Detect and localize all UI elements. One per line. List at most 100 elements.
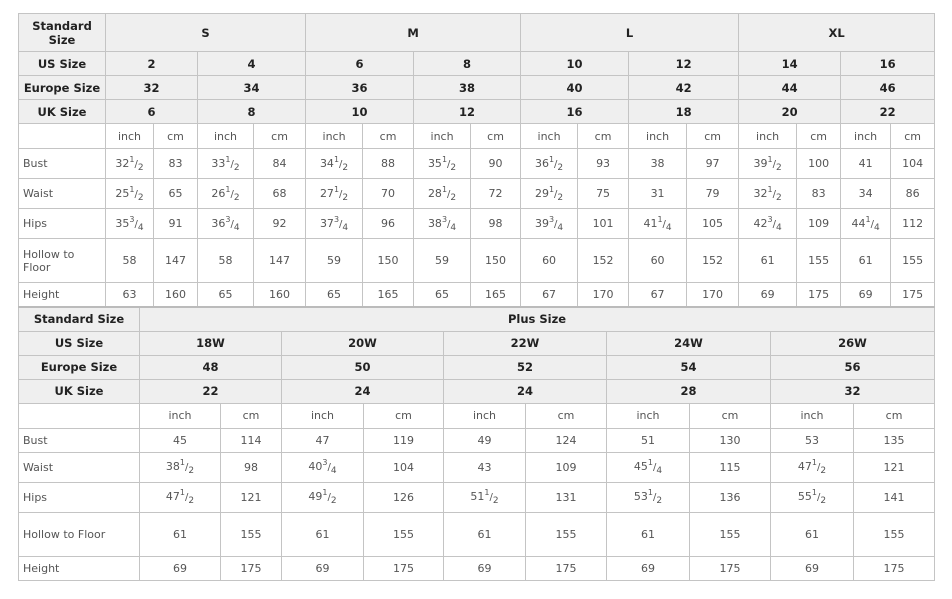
cm-value: 98 [220,451,282,483]
us-size-value: 16 [840,51,936,76]
inch-value: 60 [520,238,579,283]
europe-size-value: 42 [628,75,740,100]
cm-value: 105 [686,208,740,239]
fraction-value: 511/2 [470,488,499,506]
fraction-value: 321/2 [753,184,782,203]
uk-size-value: 16 [520,99,630,124]
cm-value: 68 [252,178,307,209]
us-size-value: 18W [139,330,282,356]
inch-value: 511/2 [443,481,526,513]
inch-value: 45 [139,427,221,453]
inch-value: 383/4 [413,208,472,239]
inch-value: 491/2 [281,481,364,513]
unit-cm: cm [362,123,415,149]
cm-value: 135 [852,427,936,453]
measurement-row-height: Height 69 175 69 175 69 175 69 175 69 175 [18,555,936,581]
cm-value: 93 [577,148,630,179]
standard-size-label: Standard Size [18,13,106,52]
inch-value: 34 [840,178,892,209]
inch-value: 321/2 [738,178,798,209]
unit-inch: inch [738,123,798,149]
empty-cell [18,402,140,429]
inch-value: 393/4 [520,208,579,239]
inch-value: 291/2 [520,178,579,209]
measurement-label: Height [18,555,140,581]
fraction-value: 353/4 [115,214,144,233]
size-group-xl: XL [738,13,936,52]
inch-value: 373/4 [305,208,364,239]
europe-size-value: 56 [769,354,936,380]
inch-value: 59 [413,238,472,283]
unit-cm: cm [852,402,936,429]
unit-cm: cm [525,402,607,429]
cm-value: 98 [470,208,522,239]
inch-value: 423/4 [738,208,798,239]
inch-value: 69 [443,555,526,581]
cm-value: 109 [796,208,842,239]
inch-value: 251/2 [105,178,154,209]
cm-value: 92 [252,208,307,239]
inch-value: 471/2 [770,451,854,483]
inch-value: 69 [281,555,364,581]
europe-size-value: 34 [196,75,307,100]
cm-value: 155 [796,238,842,283]
inch-value: 391/2 [738,148,798,179]
uk-size-value: 18 [628,99,740,124]
us-size-row: US Size 2 4 6 8 10 12 14 16 [18,51,936,76]
inch-value: 31 [628,178,688,209]
cm-value: 104 [363,451,444,483]
measurement-row-bust: Bust 321/2 83 331/2 84 341/2 88 351/2 90 361/2 93 3… [18,148,936,179]
unit-inch: inch [305,123,364,149]
us-size-value: 4 [196,51,307,76]
europe-size-value: 36 [305,75,415,100]
inch-value: 441/4 [840,208,892,239]
inch-value: 65 [305,282,364,307]
measurement-label: Hollow to Floor [18,511,140,557]
cm-value: 152 [577,238,630,283]
cm-value: 90 [470,148,522,179]
cm-value: 155 [525,511,607,557]
inch-value: 69 [770,555,854,581]
size-group-s: S [104,13,307,52]
inch-value: 61 [281,511,364,557]
inch-value: 331/2 [197,148,254,179]
inch-value: 47 [281,427,364,453]
cm-value: 175 [220,555,282,581]
inch-value: 281/2 [413,178,472,209]
fraction-value: 411/4 [643,214,672,233]
inch-value: 271/2 [305,178,364,209]
cm-value: 109 [525,451,607,483]
measurement-row-height: Height 63 160 65 160 65 165 65 165 67 170 67 170 69 17… [18,282,936,307]
unit-row: inch cm inch cm inch cm inch cm inch cm [18,402,936,429]
fraction-value: 471/2 [165,488,195,506]
inch-value: 67 [628,282,688,307]
inch-value: 67 [520,282,579,307]
cm-value: 155 [220,511,282,557]
europe-size-value: 40 [520,75,630,100]
cm-value: 152 [686,238,740,283]
inch-value: 403/4 [281,451,364,483]
inch-value: 53 [770,427,854,453]
cm-value: 175 [796,282,842,307]
cm-value: 65 [153,178,198,209]
fraction-value: 261/2 [211,184,240,203]
fraction-value: 341/2 [319,154,349,173]
fraction-value: 471/2 [797,458,827,476]
inch-value: 531/2 [606,481,690,513]
unit-inch: inch [105,123,154,149]
unit-cm: cm [796,123,842,149]
unit-inch: inch [443,402,526,429]
unit-cm: cm [252,123,307,149]
europe-size-row: Europe Size 32 34 36 38 40 42 44 46 [18,75,936,100]
uk-size-value: 22 [139,378,282,404]
europe-size-row: Europe Size 48 50 52 54 56 [18,354,936,380]
measurement-label: Height [18,282,106,307]
measurement-label: Hips [18,208,106,239]
size-group-m: M [305,13,522,52]
us-size-value: 26W [769,330,936,356]
fraction-value: 381/2 [165,458,195,476]
fraction-value: 373/4 [319,214,349,233]
uk-size-value: 32 [769,378,936,404]
unit-cm: cm [153,123,198,149]
size-group-row: Standard Size S M L XL [18,13,936,52]
